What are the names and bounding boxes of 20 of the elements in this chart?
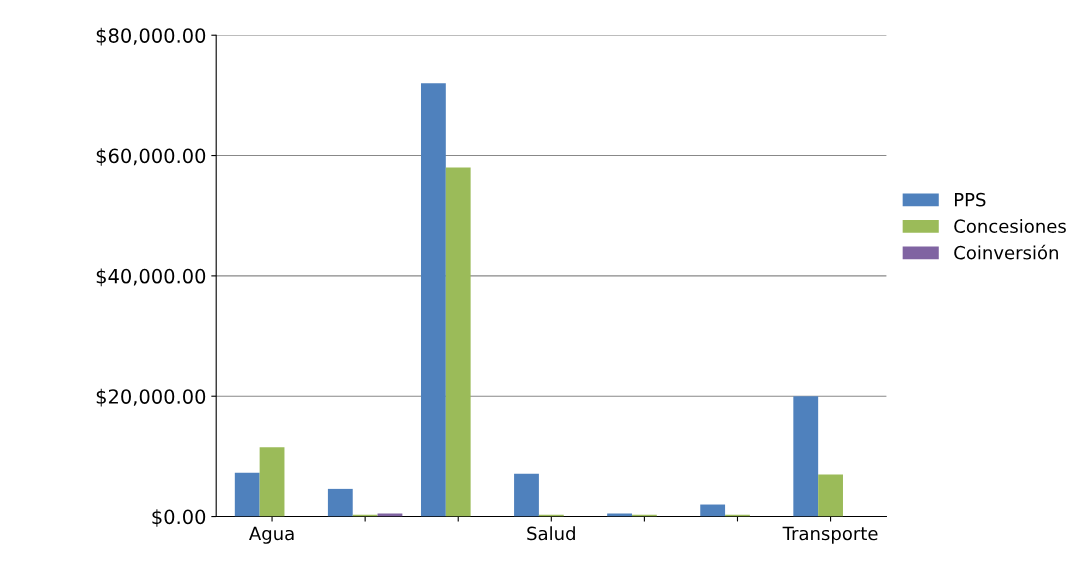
- bar: [445, 167, 471, 517]
- y-tick-label: $80,000.00: [96, 27, 206, 46]
- bar: [700, 504, 726, 517]
- y-tick-label: $40,000.00: [96, 268, 206, 287]
- legend-label: Concesiones: [954, 219, 1066, 233]
- legend-label: Coinversión: [954, 244, 1058, 260]
- y-tick-label: $0.00: [152, 509, 206, 527]
- y-tick-label: $20,000.00: [96, 388, 206, 407]
- x-tick-label: Agua: [249, 526, 294, 544]
- bar: [259, 447, 285, 517]
- bar: [327, 488, 353, 517]
- bar: [420, 83, 446, 517]
- x-tick-label: Salud: [527, 526, 575, 541]
- y-tick-label: $60,000.00: [96, 148, 206, 166]
- x-tick-label: Transporte: [782, 526, 878, 544]
- bar: [793, 396, 819, 517]
- bar: [234, 472, 260, 517]
- legend-label: PPS: [955, 192, 986, 207]
- bar: [514, 473, 539, 517]
- bar: [818, 474, 843, 517]
